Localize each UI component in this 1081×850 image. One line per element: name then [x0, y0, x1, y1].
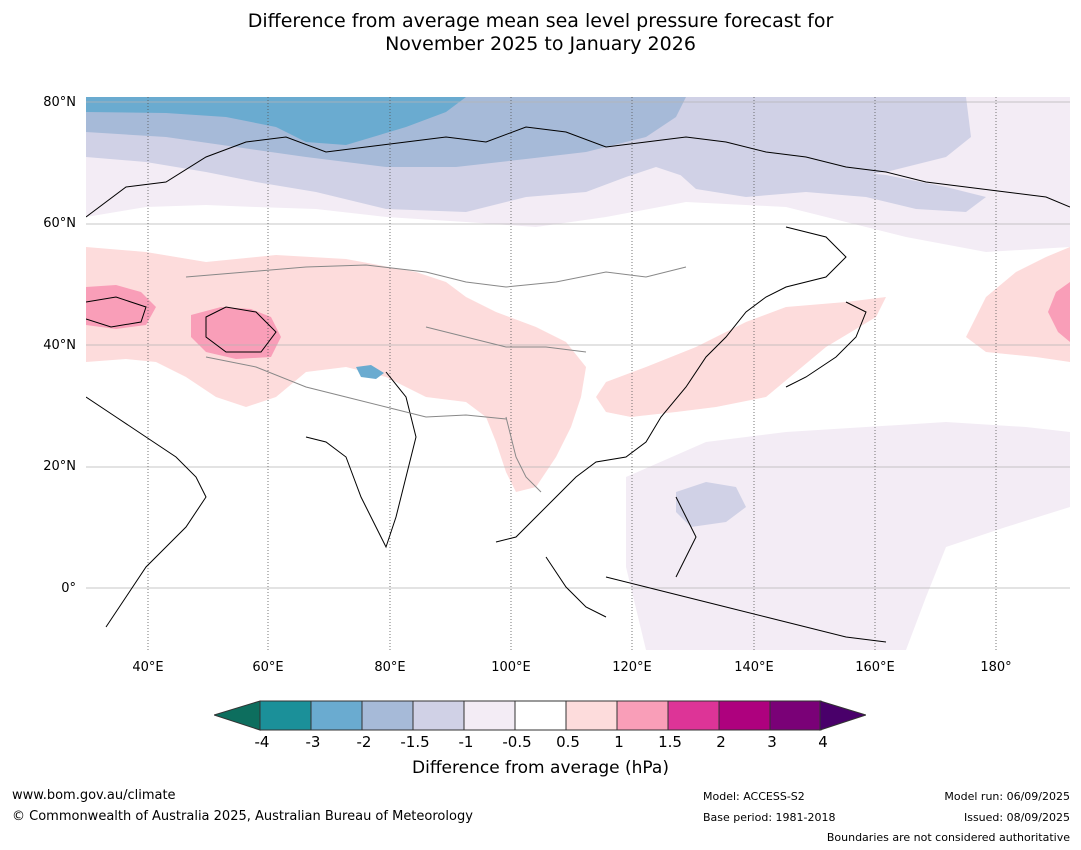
footer-base-period: Base period: 1981-2018 — [703, 811, 836, 824]
country-borders — [185, 264, 687, 493]
colorbar-tick-3: 3 — [767, 733, 777, 751]
colorbar-cell — [667, 700, 720, 731]
colorbar-tick-m1-5: -1.5 — [400, 733, 430, 751]
anomaly-region-kazakh-core — [191, 307, 281, 359]
lat-label-0: 0° — [61, 581, 76, 596]
coastlines — [86, 126, 1070, 643]
colorbar-cell — [514, 700, 567, 731]
map-svg — [86, 97, 1070, 650]
map-meridians — [147, 97, 997, 650]
lon-label-140e: 140°E — [734, 660, 774, 675]
colorbar-cell — [463, 700, 516, 731]
colorbar-tick-1-5: 1.5 — [658, 733, 682, 751]
lon-label-120e: 120°E — [612, 660, 652, 675]
colorbar-cell — [412, 700, 465, 731]
colorbar-cell — [310, 700, 363, 731]
anomaly-region-caspian-core — [86, 285, 156, 329]
anomaly-region-pacific-pale — [626, 422, 1070, 650]
anomaly-region-japan-positive — [596, 297, 886, 417]
anomaly-region-tibet-blue — [356, 365, 384, 379]
map-graticule — [86, 101, 1070, 589]
colorbar-tick-m2: -2 — [356, 733, 372, 751]
footer-model: Model: ACCESS-S2 — [703, 790, 805, 803]
colorbar-cell — [616, 700, 669, 731]
colorbar-tick-m0-5: -0.5 — [502, 733, 532, 751]
colorbar-tick-0-5: 0.5 — [556, 733, 580, 751]
footer-issued: Issued: 08/09/2025 — [963, 811, 1070, 824]
lat-label-40n: 40°N — [43, 338, 76, 353]
colorbar-extend-high — [819, 700, 866, 731]
map-title: Difference from average mean sea level p… — [0, 10, 1081, 56]
colorbar-extend-low — [214, 700, 261, 731]
colorbar-tick-1: 1 — [614, 733, 624, 751]
anomaly-region-central-asia-positive — [86, 247, 586, 492]
title-line-2: November 2025 to January 2026 — [385, 33, 696, 55]
anomaly-region-pacific-positive-core — [1048, 282, 1070, 342]
colorbar-tick-m1: -1 — [458, 733, 474, 751]
pressure-anomaly-map — [86, 97, 1070, 650]
colorbar-cell — [565, 700, 618, 731]
lon-label-100e: 100°E — [491, 660, 531, 675]
colorbar-cells — [259, 700, 822, 731]
colorbar-cell — [361, 700, 414, 731]
title-line-1: Difference from average mean sea level p… — [247, 10, 834, 32]
footer-model-run: Model run: 06/09/2025 — [944, 790, 1070, 803]
lat-label-20n: 20°N — [43, 459, 76, 474]
colorbar-tick-m4: -4 — [254, 733, 270, 751]
lon-label-60e: 60°E — [252, 660, 284, 675]
lon-label-160e: 160°E — [855, 660, 895, 675]
colorbar-label: Difference from average (hPa) — [412, 758, 669, 778]
colorbar-cell — [718, 700, 771, 731]
colorbar-cell — [769, 700, 822, 731]
colorbar-tick-4: 4 — [818, 733, 828, 751]
footer-website: www.bom.gov.au/climate — [12, 788, 176, 803]
lon-label-40e: 40°E — [132, 660, 164, 675]
colorbar-cell — [259, 700, 312, 731]
anomaly-region-pacific-positive — [966, 247, 1070, 362]
lat-label-80n: 80°N — [43, 95, 76, 110]
lon-label-80e: 80°E — [374, 660, 406, 675]
colorbar-tick-m3: -3 — [305, 733, 321, 751]
footer-copyright: © Commonwealth of Australia 2025, Austra… — [12, 809, 473, 824]
colorbar — [214, 700, 866, 731]
lat-label-60n: 60°N — [43, 216, 76, 231]
footer-boundaries-note: Boundaries are not considered authoritat… — [826, 831, 1070, 844]
colorbar-tick-2: 2 — [716, 733, 726, 751]
lon-label-180: 180° — [980, 660, 1012, 675]
anomaly-region-north-blue — [86, 97, 466, 145]
anomaly-region-philippine-sea-lavender — [676, 482, 746, 527]
